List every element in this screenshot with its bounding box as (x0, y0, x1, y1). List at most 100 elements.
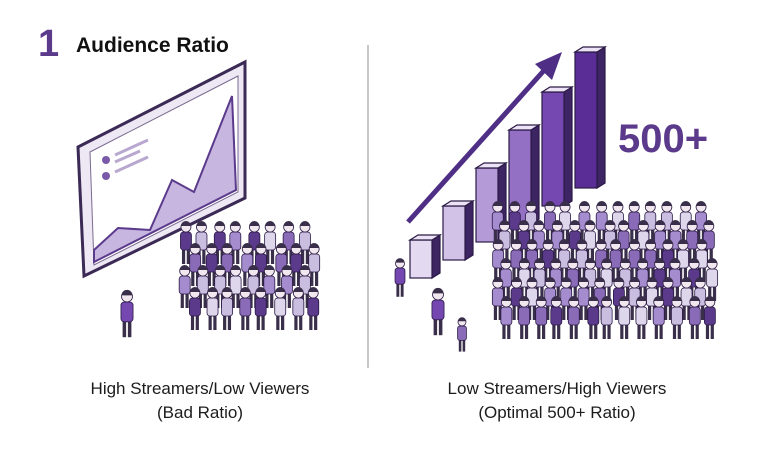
person-leg (400, 282, 404, 297)
caption: (Bad Ratio) (157, 403, 243, 422)
person-hair (179, 265, 190, 270)
person-leg (630, 228, 634, 244)
person-hair (249, 221, 260, 226)
person-hair (275, 287, 286, 292)
bar-side (431, 233, 441, 280)
person (229, 221, 242, 264)
person-leg (185, 292, 189, 308)
person-leg (659, 323, 663, 339)
person-hair (222, 287, 233, 292)
person-leg (573, 285, 577, 301)
person (628, 201, 641, 244)
person (518, 296, 531, 339)
person-leg (626, 285, 630, 301)
person-leg (701, 304, 705, 320)
person-leg (611, 266, 615, 282)
person-leg (565, 266, 569, 282)
person-leg (191, 270, 195, 286)
person-leg (314, 270, 319, 286)
person-leg (494, 266, 498, 282)
person-hair (662, 239, 673, 244)
person-body (254, 297, 267, 317)
person (274, 287, 287, 330)
person-body (120, 301, 134, 323)
person-hair (248, 264, 259, 270)
person-hair (197, 265, 208, 270)
person (241, 243, 254, 286)
person-leg (506, 285, 510, 301)
person-leg (667, 228, 671, 244)
person-body (686, 230, 699, 250)
bar-top (440, 200, 476, 207)
person-hair (629, 201, 640, 206)
person-leg (607, 285, 611, 301)
person-hair (492, 201, 503, 206)
person-hair (276, 243, 287, 248)
person-hair (629, 277, 640, 282)
person-body (308, 253, 321, 273)
person-leg (540, 285, 544, 301)
person-leg (570, 247, 575, 263)
person-hair (299, 221, 310, 226)
person-leg (675, 285, 679, 301)
screen (76, 59, 247, 279)
person-hair (230, 221, 241, 226)
section-title: Audience Ratio (76, 34, 229, 57)
person-hair (519, 296, 530, 301)
person-leg (594, 323, 598, 339)
badge: 500+ (618, 117, 708, 161)
person-hair (585, 258, 596, 263)
person-hair (533, 220, 544, 225)
person-hair (536, 296, 547, 301)
caption: High Streamers/Low Viewers (91, 379, 310, 398)
bar-top (572, 46, 608, 53)
person-leg (505, 247, 509, 263)
person-leg (630, 266, 634, 282)
section-number: 1 (38, 23, 59, 65)
person-hair (500, 258, 511, 263)
person-hair (395, 258, 405, 263)
person (206, 287, 219, 330)
person-hair (526, 201, 537, 206)
person-leg (296, 270, 301, 286)
person-leg (520, 323, 524, 339)
person (120, 289, 134, 338)
person-leg (261, 270, 265, 286)
person-leg (227, 314, 232, 330)
person-leg (557, 323, 561, 339)
person-body (535, 306, 548, 326)
person-leg (270, 292, 274, 308)
person-leg (624, 247, 628, 263)
person-leg (556, 285, 560, 301)
person-hair (645, 239, 656, 244)
person (299, 221, 311, 264)
person-hair (696, 201, 707, 206)
person-body (221, 297, 233, 317)
person (239, 287, 252, 330)
person (558, 239, 571, 282)
person-hair (594, 277, 605, 282)
person-hair (121, 289, 133, 296)
person-leg (712, 285, 717, 301)
person-leg (498, 304, 502, 320)
person-hair (501, 296, 512, 301)
person-leg (294, 314, 298, 330)
person (508, 201, 521, 244)
person-leg (577, 266, 582, 282)
person-hair (240, 287, 251, 292)
person (292, 287, 305, 330)
screen-icon (102, 156, 110, 164)
person-hair (299, 265, 310, 270)
person-hair (618, 220, 629, 225)
person-leg (537, 323, 541, 339)
person-leg (579, 304, 583, 320)
bar-top (473, 162, 509, 169)
screen-line (114, 138, 149, 157)
person-leg (190, 314, 195, 330)
screen-line (114, 149, 141, 164)
person-leg (574, 323, 578, 339)
person-hair (432, 287, 444, 294)
person-leg (186, 248, 190, 264)
person-leg (512, 266, 516, 282)
